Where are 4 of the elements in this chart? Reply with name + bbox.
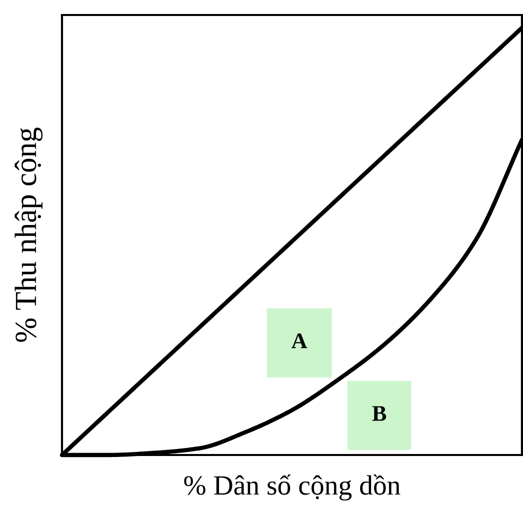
x-axis-title: % Dân số cộng dồn (184, 474, 400, 501)
annotation: A (292, 333, 308, 348)
y-axis-title: % Thu nhập cộng (14, 128, 43, 342)
annotation: B (372, 406, 386, 421)
